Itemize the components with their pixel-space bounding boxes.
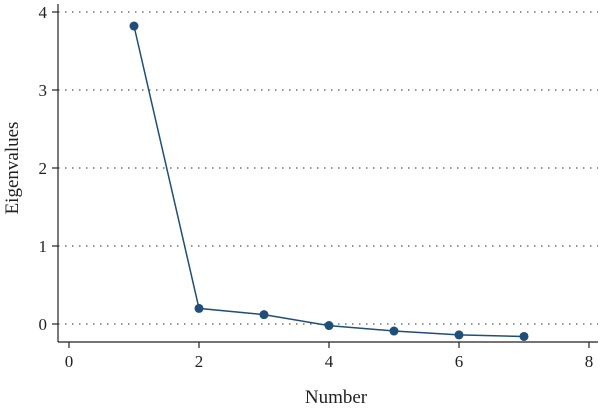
y-tick-label-0: 0	[39, 315, 48, 334]
x-axis-title: Number	[305, 387, 368, 408]
grid-layer	[58, 11, 598, 325]
series-layer	[129, 21, 529, 341]
x-tick-label-0: 0	[65, 352, 74, 371]
series-line	[133, 25, 525, 338]
data-point-6	[454, 330, 464, 340]
y-tick-label-2: 2	[39, 159, 48, 178]
ticks-layer: 0 1 2 3 4 0 2 4 6 8	[39, 3, 594, 371]
data-point-1	[129, 21, 139, 31]
data-point-7	[519, 331, 529, 341]
x-tick-label-6: 6	[455, 352, 464, 371]
y-tick-label-1: 1	[39, 237, 48, 256]
x-tick-label-4: 4	[325, 352, 334, 371]
data-point-3	[259, 310, 269, 320]
x-tick-label-8: 8	[585, 352, 594, 371]
data-point-4	[324, 321, 334, 331]
x-tick-label-2: 2	[195, 352, 204, 371]
axes-layer	[57, 4, 598, 343]
y-tick-label-3: 3	[39, 81, 48, 100]
data-point-5	[389, 326, 399, 336]
y-tick-label-4: 4	[39, 3, 48, 22]
y-axis-title: Eigenvalues	[2, 122, 23, 215]
data-point-2	[194, 303, 204, 313]
